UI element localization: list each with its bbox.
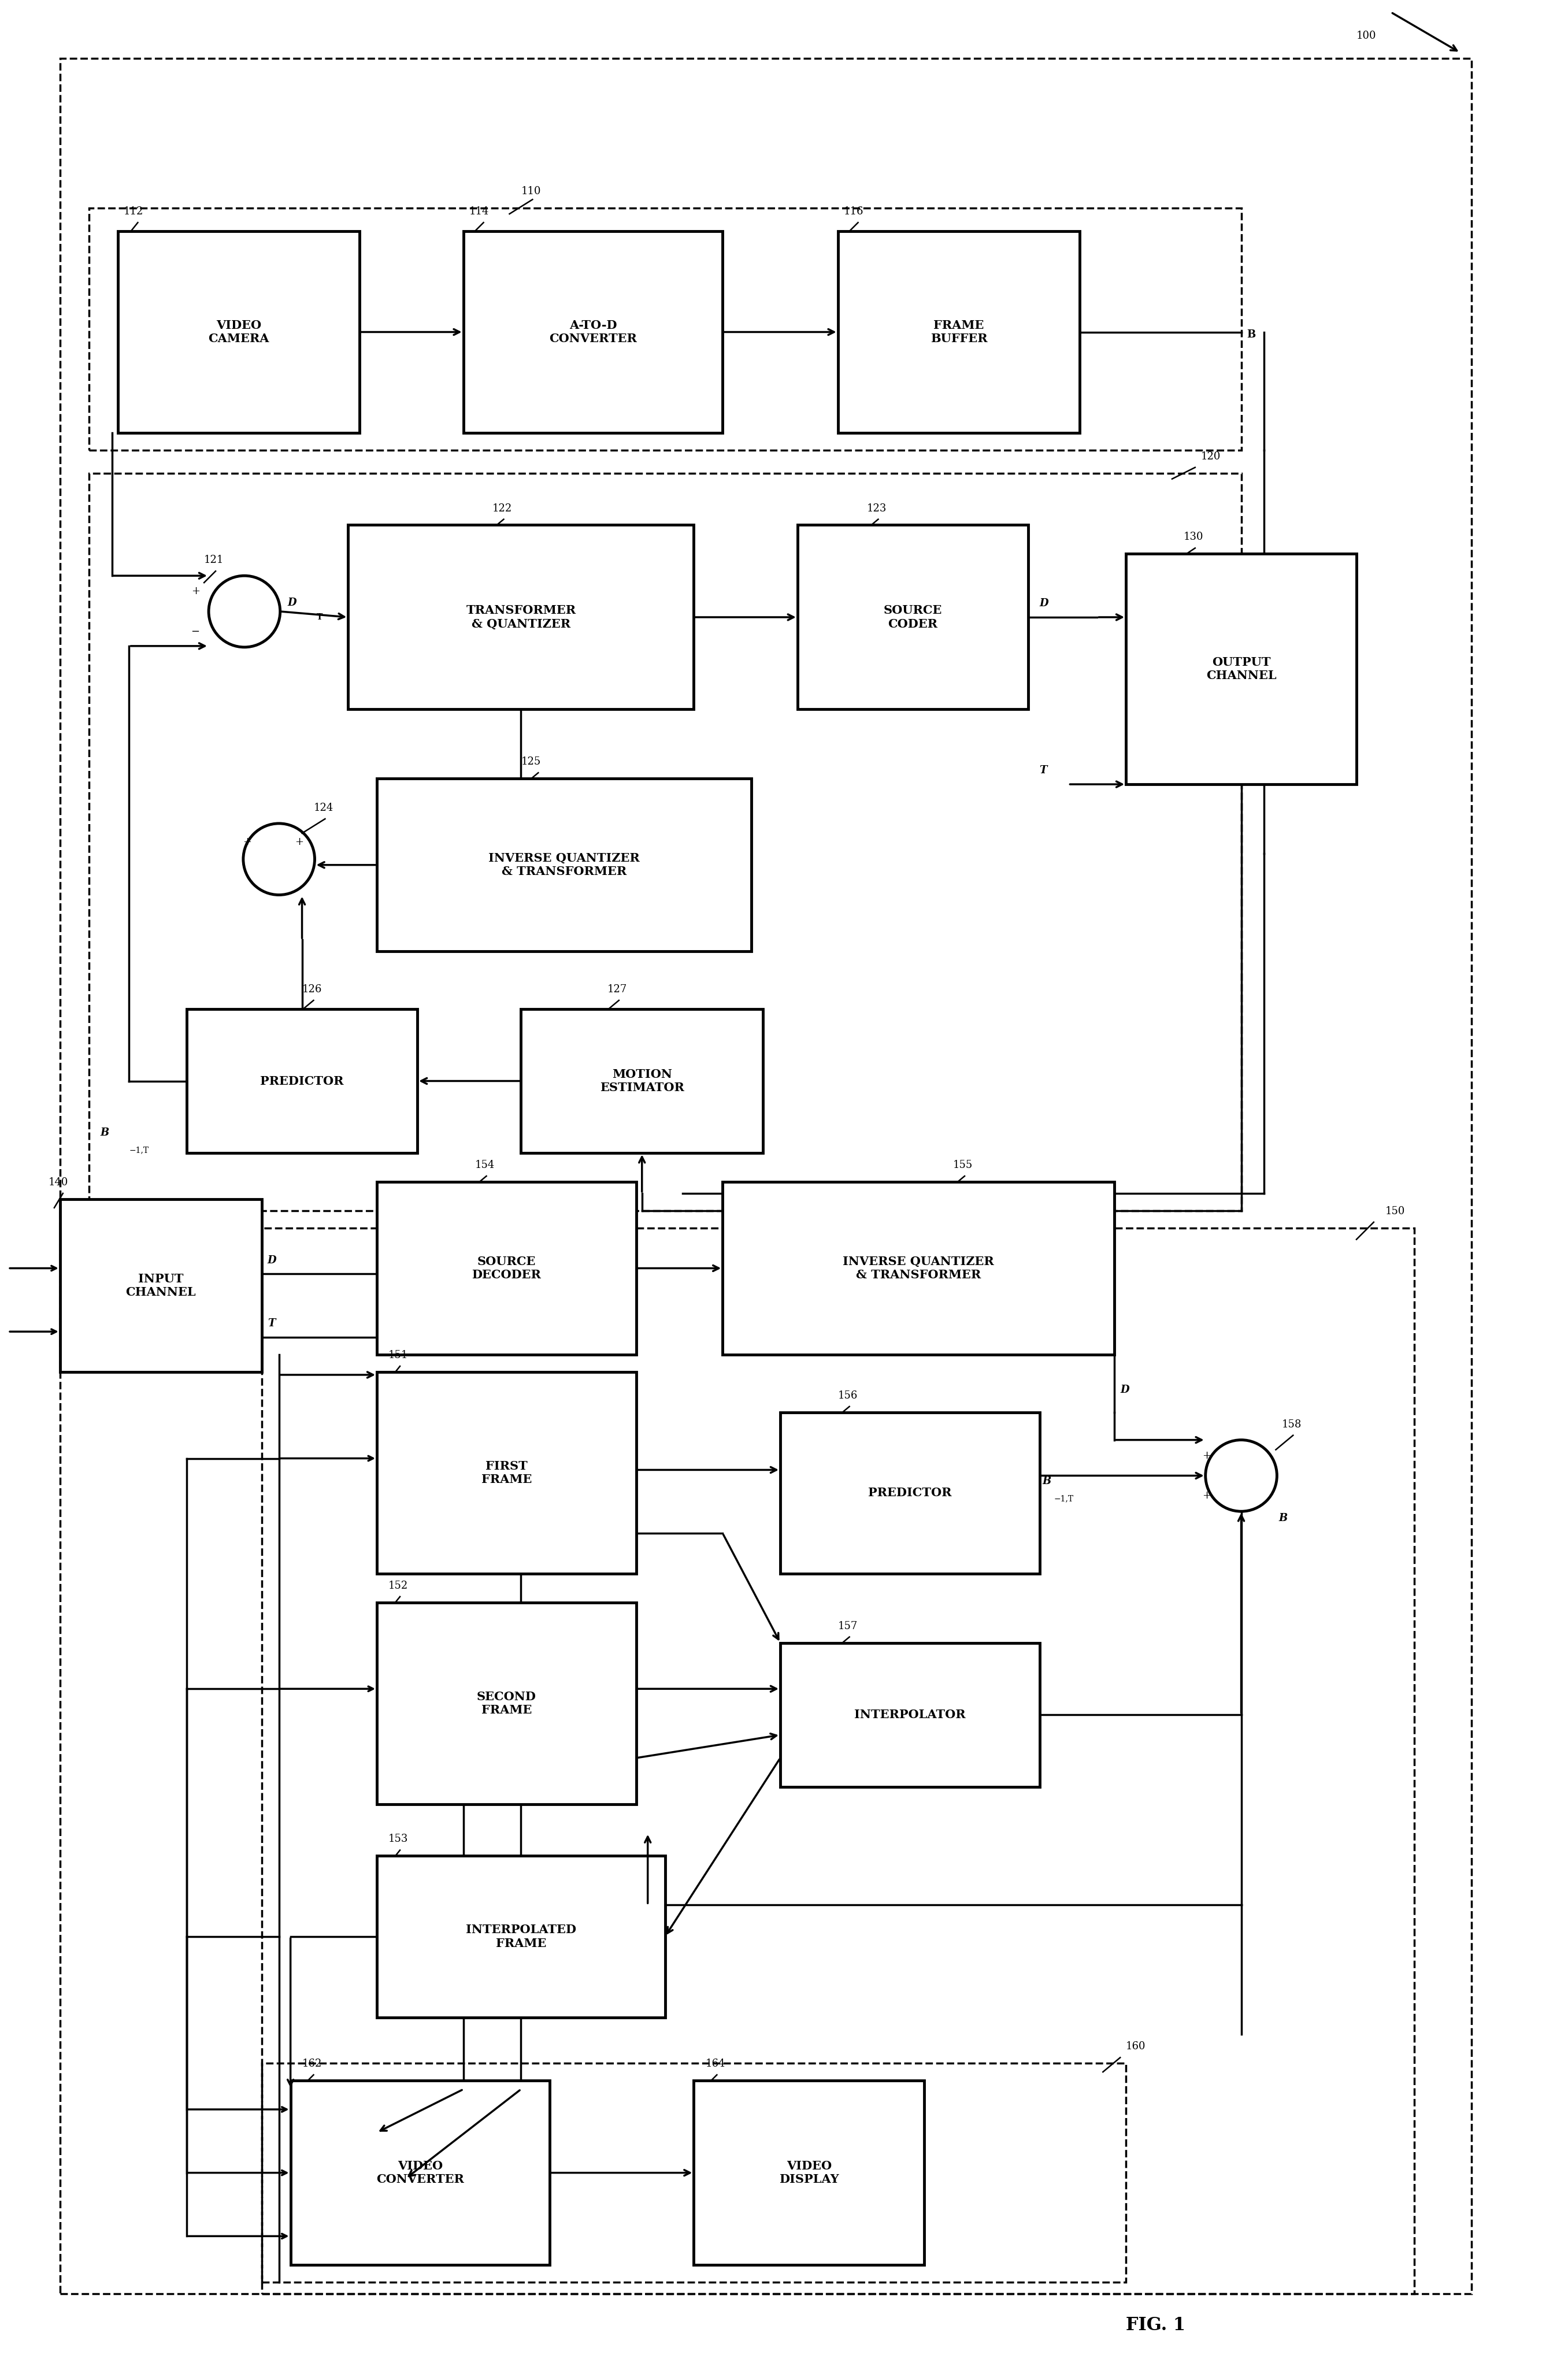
FancyBboxPatch shape bbox=[781, 1644, 1040, 1787]
Text: FIG. 1: FIG. 1 bbox=[1126, 2317, 1185, 2334]
Text: 125: 125 bbox=[521, 756, 541, 768]
Text: +: + bbox=[1203, 1451, 1210, 1460]
Text: INPUT
CHANNEL: INPUT CHANNEL bbox=[125, 1274, 196, 1298]
Text: PREDICTOR: PREDICTOR bbox=[260, 1076, 343, 1086]
Text: 151: 151 bbox=[389, 1349, 408, 1361]
Text: D: D bbox=[1040, 598, 1049, 608]
Text: VIDEO
CAMERA: VIDEO CAMERA bbox=[209, 320, 270, 344]
FancyBboxPatch shape bbox=[187, 1008, 417, 1154]
FancyBboxPatch shape bbox=[464, 231, 723, 433]
Text: T: T bbox=[317, 612, 323, 622]
Text: −1,T: −1,T bbox=[1054, 1495, 1074, 1502]
FancyBboxPatch shape bbox=[290, 2079, 550, 2266]
Text: VIDEO
DISPLAY: VIDEO DISPLAY bbox=[779, 2160, 839, 2185]
Text: INVERSE QUANTIZER
& TRANSFORMER: INVERSE QUANTIZER & TRANSFORMER bbox=[489, 853, 640, 878]
FancyBboxPatch shape bbox=[376, 780, 751, 951]
Text: 157: 157 bbox=[837, 1620, 858, 1632]
FancyBboxPatch shape bbox=[376, 1856, 665, 2018]
FancyBboxPatch shape bbox=[60, 1199, 262, 1373]
Text: +: + bbox=[243, 836, 251, 848]
FancyBboxPatch shape bbox=[781, 1413, 1040, 1573]
Text: MOTION
ESTIMATOR: MOTION ESTIMATOR bbox=[601, 1069, 684, 1093]
Text: 152: 152 bbox=[389, 1580, 408, 1592]
Text: T: T bbox=[268, 1319, 274, 1328]
Text: TRANSFORMER
& QUANTIZER: TRANSFORMER & QUANTIZER bbox=[466, 605, 575, 629]
Text: INTERPOLATED
FRAME: INTERPOLATED FRAME bbox=[466, 1924, 575, 1950]
FancyBboxPatch shape bbox=[376, 1601, 637, 1804]
Text: 127: 127 bbox=[607, 984, 627, 994]
Text: 114: 114 bbox=[469, 207, 489, 217]
Text: 153: 153 bbox=[389, 1835, 408, 1844]
Text: SOURCE
CODER: SOURCE CODER bbox=[883, 605, 942, 629]
Text: B: B bbox=[100, 1128, 110, 1137]
Text: +: + bbox=[191, 586, 199, 596]
FancyBboxPatch shape bbox=[723, 1182, 1115, 1354]
Text: 130: 130 bbox=[1184, 532, 1204, 542]
Text: D: D bbox=[1120, 1385, 1129, 1394]
FancyBboxPatch shape bbox=[348, 525, 693, 709]
FancyBboxPatch shape bbox=[1126, 553, 1356, 784]
FancyBboxPatch shape bbox=[837, 231, 1080, 433]
Text: B: B bbox=[1247, 330, 1256, 339]
Text: 124: 124 bbox=[314, 803, 334, 812]
FancyBboxPatch shape bbox=[798, 525, 1029, 709]
Text: 100: 100 bbox=[1356, 31, 1377, 40]
Text: 162: 162 bbox=[303, 2058, 321, 2070]
Text: D: D bbox=[268, 1255, 276, 1265]
Text: 110: 110 bbox=[521, 186, 541, 195]
Text: 150: 150 bbox=[1385, 1206, 1405, 1218]
Text: 121: 121 bbox=[204, 556, 224, 565]
Text: 154: 154 bbox=[475, 1161, 494, 1170]
Text: D: D bbox=[287, 598, 296, 608]
Text: 140: 140 bbox=[49, 1178, 69, 1187]
Text: 120: 120 bbox=[1201, 452, 1221, 462]
Text: T: T bbox=[1040, 765, 1047, 775]
Text: +: + bbox=[295, 836, 304, 848]
Text: 155: 155 bbox=[953, 1161, 972, 1170]
Text: −: − bbox=[191, 626, 199, 636]
Text: 112: 112 bbox=[124, 207, 143, 217]
Text: FIRST
FRAME: FIRST FRAME bbox=[481, 1460, 532, 1486]
FancyBboxPatch shape bbox=[376, 1373, 637, 1573]
FancyBboxPatch shape bbox=[376, 1182, 637, 1354]
Text: 122: 122 bbox=[492, 504, 513, 513]
Text: B: B bbox=[1278, 1514, 1287, 1524]
Text: OUTPUT
CHANNEL: OUTPUT CHANNEL bbox=[1206, 657, 1276, 681]
Text: 126: 126 bbox=[303, 984, 321, 994]
Text: −1,T: −1,T bbox=[129, 1147, 149, 1154]
Text: 158: 158 bbox=[1281, 1420, 1301, 1429]
Text: INVERSE QUANTIZER
& TRANSFORMER: INVERSE QUANTIZER & TRANSFORMER bbox=[844, 1255, 994, 1281]
FancyBboxPatch shape bbox=[521, 1008, 764, 1154]
Text: +: + bbox=[1203, 1491, 1210, 1500]
FancyBboxPatch shape bbox=[118, 231, 359, 433]
Text: B: B bbox=[1043, 1477, 1051, 1486]
Text: SOURCE
DECODER: SOURCE DECODER bbox=[472, 1255, 541, 1281]
Text: 116: 116 bbox=[844, 207, 864, 217]
Text: INTERPOLATOR: INTERPOLATOR bbox=[855, 1710, 966, 1722]
Text: A-TO-D
CONVERTER: A-TO-D CONVERTER bbox=[549, 320, 637, 344]
Text: 123: 123 bbox=[867, 504, 886, 513]
Text: FRAME
BUFFER: FRAME BUFFER bbox=[930, 320, 988, 344]
Text: 156: 156 bbox=[837, 1389, 858, 1401]
Text: 160: 160 bbox=[1126, 2042, 1146, 2051]
Text: VIDEO
CONVERTER: VIDEO CONVERTER bbox=[376, 2160, 464, 2185]
FancyBboxPatch shape bbox=[693, 2079, 924, 2266]
Text: PREDICTOR: PREDICTOR bbox=[869, 1486, 952, 1498]
Text: SECOND
FRAME: SECOND FRAME bbox=[477, 1691, 536, 1717]
Text: 164: 164 bbox=[706, 2058, 726, 2070]
